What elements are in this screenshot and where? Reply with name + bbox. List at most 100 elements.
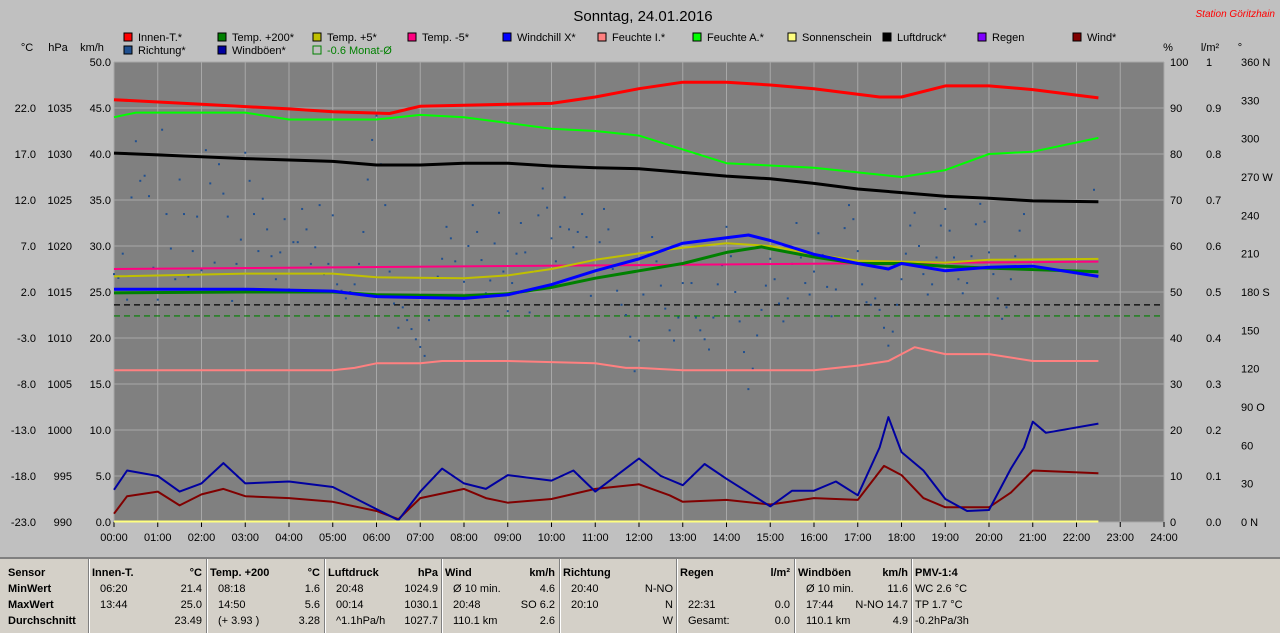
direction-point [856, 250, 859, 253]
row-label-avg: Durchschnitt [8, 615, 76, 627]
direction-point [463, 280, 465, 283]
temp-tick-label: 22.0 [15, 103, 36, 115]
stat-header: Innen-T. °C [92, 565, 202, 581]
pressure-tick-label: 1015 [48, 287, 72, 299]
section-separator [206, 559, 208, 633]
direction-tick-label: 120 [1241, 364, 1259, 376]
stat-header: Regen l/m² [680, 565, 790, 581]
direction-point [117, 276, 120, 279]
direction-point [589, 294, 592, 297]
direction-scatter [113, 114, 1095, 391]
direction-point [926, 293, 929, 296]
direction-point [756, 334, 759, 337]
direction-tick-label: 240 [1241, 210, 1259, 222]
direction-point [826, 285, 829, 288]
direction-point [1018, 229, 1021, 232]
direction-point [935, 256, 938, 259]
direction-point [1093, 188, 1095, 191]
direction-point [449, 237, 452, 240]
reference-lines [114, 304, 1164, 317]
x-tick-label: 03:00 [231, 532, 259, 544]
direction-point [743, 351, 745, 354]
pressure-tick-label: 1020 [48, 241, 72, 253]
direction-point [121, 252, 124, 255]
stat-row: 20:48 1024.9 [328, 581, 438, 597]
humidity-tick-label: 20 [1170, 425, 1182, 437]
direction-point [344, 297, 347, 300]
direction-point [476, 230, 479, 233]
direction-point [760, 308, 763, 311]
direction-point [603, 207, 605, 210]
direction-point [996, 297, 999, 300]
direction-point [673, 339, 675, 342]
stat-row: 22:31 0.0 [680, 597, 790, 613]
rain-tick-label: 0.5 [1206, 287, 1221, 299]
direction-point [642, 293, 645, 296]
speed-tick-label: 45.0 [90, 103, 111, 115]
series-line [113, 111, 1099, 178]
legend-swatch [312, 32, 322, 42]
stat-label: Ø 10 min. [453, 583, 501, 595]
stat-value: W [662, 615, 673, 627]
speed-tick-label: 20.0 [90, 333, 111, 345]
statistics-panel: Sensor MinWert MaxWert Durchschnitt Inne… [0, 557, 1280, 633]
direction-point [664, 307, 667, 310]
direction-point [213, 261, 216, 264]
direction-point [419, 345, 422, 348]
stat-label: 13:44 [100, 599, 128, 611]
direction-point [384, 204, 387, 207]
stat-header: Wind km/h [445, 565, 555, 581]
rain-tick-label: 0.3 [1206, 379, 1221, 391]
direction-point [843, 227, 846, 230]
direction-point [1014, 255, 1017, 258]
direction-point [191, 250, 194, 253]
direction-point [554, 260, 557, 263]
humidity-tick-label: 80 [1170, 149, 1182, 161]
temp-tick-label: 12.0 [15, 195, 36, 207]
direction-point [878, 308, 881, 311]
stat-value: 4.6 [539, 583, 555, 595]
temp-tick-label: 2.0 [21, 287, 36, 299]
speed-tick-label: 50.0 [90, 57, 111, 69]
x-tick-label: 16:00 [800, 532, 828, 544]
direction-point [239, 238, 242, 241]
section-separator [911, 559, 913, 633]
humidity-tick-label: 40 [1170, 333, 1182, 345]
direction-point [218, 163, 220, 166]
direction-point [891, 330, 894, 333]
x-tick-label: 24:00 [1150, 532, 1178, 544]
direction-point [830, 315, 833, 318]
stat-value: 21.4 [180, 583, 202, 595]
stat-section: Regen l/m² 22:31 0.0 Gesamt: 0.0 [680, 565, 790, 629]
pressure-tick-label: 1005 [48, 379, 72, 391]
direction-point [939, 224, 942, 227]
direction-point [235, 262, 238, 265]
direction-point [178, 178, 181, 181]
direction-point [200, 269, 203, 272]
stat-row: Ø 10 min. 4.6 [445, 581, 555, 597]
direction-tick-label: 30 [1241, 479, 1253, 491]
stat-label: TP 1.7 °C [915, 599, 963, 611]
direction-tick-label: 90 O [1241, 402, 1265, 414]
stat-value: 25.0 [180, 599, 202, 611]
stat-label: Ø 10 min. [806, 583, 854, 595]
stat-value: N-NO [644, 583, 673, 595]
direction-point [861, 283, 864, 286]
direction-point [581, 213, 584, 216]
temp-tick-label: -8.0 [17, 379, 36, 391]
direction-point [169, 247, 172, 250]
speed-tick-label: 10.0 [90, 425, 111, 437]
section-separator [324, 559, 326, 633]
direction-point [139, 179, 142, 182]
legend: Innen-T.* Temp. +200* Temp. +5* Temp. -5* Wi… [123, 32, 1117, 57]
direction-point [423, 354, 426, 357]
direction-point [196, 215, 199, 218]
legend-swatch [977, 32, 987, 42]
direction-point [970, 255, 973, 258]
series-lines [113, 80, 1099, 523]
stat-value: 0.0 [774, 599, 790, 611]
direction-point [988, 251, 990, 254]
stat-section: Windböen km/h Ø 10 min. 11.6 17:44 N-NO 14.7 1… [798, 565, 908, 629]
direction-point [546, 206, 549, 209]
direction-point [624, 314, 627, 316]
